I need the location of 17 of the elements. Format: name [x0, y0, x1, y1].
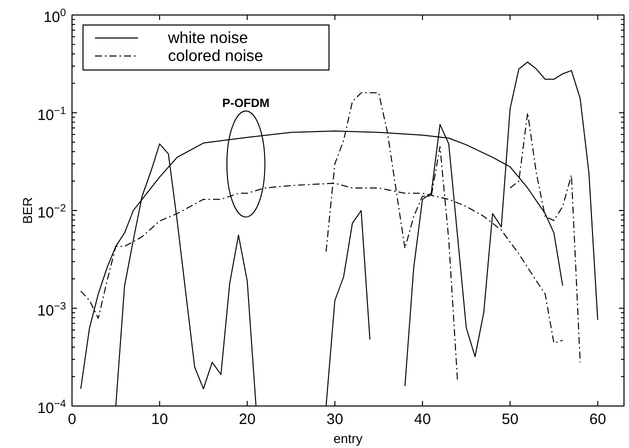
- y-tick-label: 10$^{−1}$: [37, 104, 66, 124]
- x-tick-label: 40: [414, 411, 431, 428]
- x-tick-label: 10: [151, 411, 168, 428]
- y-tick-label: 10$^{−2}$: [37, 202, 66, 222]
- x-axis-title: entry: [334, 431, 363, 446]
- annotation: P-OFDM: [222, 96, 270, 110]
- y-tick-label: 10$^{−3}$: [37, 300, 66, 320]
- x-tick-label: 20: [238, 411, 256, 428]
- legend-label: white noise: [167, 30, 248, 47]
- x-tick-label: 30: [326, 411, 344, 428]
- x-tick-label: 0: [68, 411, 76, 428]
- y-tick-label: 10$^{0}$: [43, 7, 66, 26]
- x-tick-label: 60: [589, 411, 606, 428]
- y-tick-label: 10$^{−4}$: [37, 398, 66, 417]
- legend-label: colored noise: [168, 48, 264, 65]
- x-tick-label: 50: [502, 411, 518, 428]
- y-axis-title: BER: [20, 197, 35, 224]
